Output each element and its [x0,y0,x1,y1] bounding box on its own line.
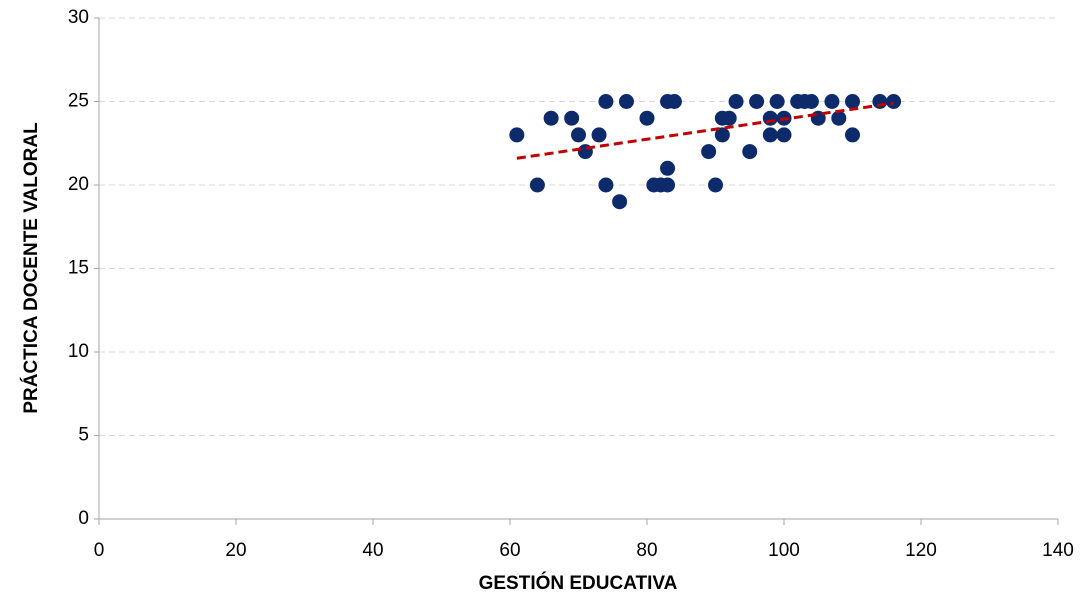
point [666,94,682,109]
point [591,127,607,143]
point [886,94,902,109]
point [803,94,819,109]
point [529,177,545,193]
x-tick-label: 20 [225,540,246,561]
point [749,94,765,109]
point [660,160,676,176]
point [872,94,888,109]
y-tick-label: 0 [78,508,89,529]
x-tick-label: 100 [768,540,800,561]
y-tick-label: 30 [68,7,89,28]
point [845,127,860,143]
y-tick-label: 20 [68,174,89,195]
point [639,110,655,126]
point [776,127,792,143]
x-tick-label: 120 [905,540,937,561]
x-axis-title: GESTIÓN EDUCATIVA [479,572,678,594]
point [598,177,614,193]
point [618,94,634,109]
y-axis-title: PRÁCTICA DOCENTE VALORAL [20,122,42,414]
x-tick-label: 140 [1042,540,1074,561]
point [824,94,840,109]
x-tick-label: 0 [94,540,105,561]
point [714,127,730,143]
y-tick-label: 15 [68,258,89,279]
point [762,127,778,143]
y-tick-label: 25 [68,91,89,112]
x-tick-label: 40 [362,540,383,561]
point [660,177,676,193]
point [721,110,737,126]
point [509,127,525,143]
point [543,110,559,126]
y-tick-label: 10 [68,341,89,362]
point [701,144,717,160]
x-tick-label: 80 [636,540,657,561]
point [762,110,778,126]
point [564,110,580,126]
x-tick-label: 60 [499,540,520,561]
point [708,177,723,193]
trendline [516,101,894,160]
point [742,144,758,160]
point [571,127,586,143]
point [612,194,628,210]
point [598,94,614,109]
point [769,94,785,109]
y-tick-label: 5 [78,425,89,446]
point [845,94,860,109]
point [831,110,847,126]
point [728,94,744,109]
